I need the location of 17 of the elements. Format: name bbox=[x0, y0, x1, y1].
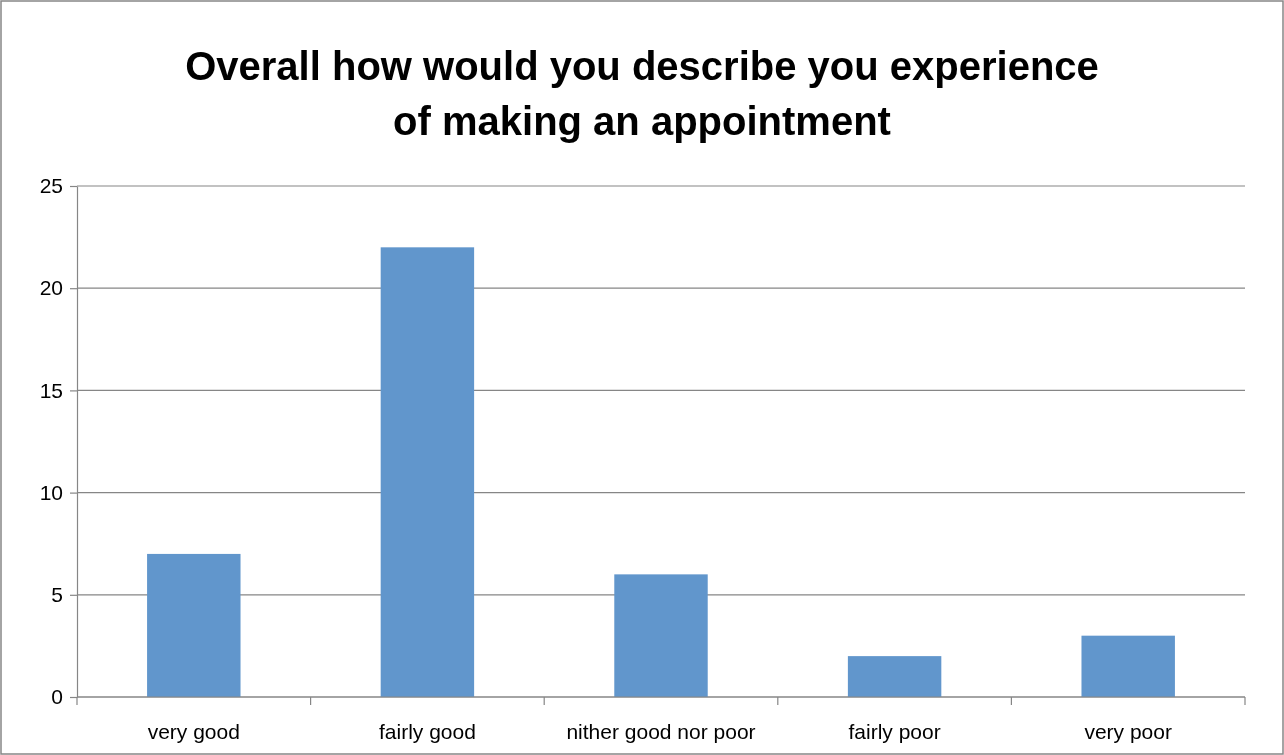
bar bbox=[380, 247, 475, 697]
x-tick-label: fairly poor bbox=[848, 720, 941, 743]
y-tick-label: 25 bbox=[39, 174, 63, 198]
x-tick-label: fairly good bbox=[378, 720, 476, 743]
x-tick-label: nither good nor poor bbox=[566, 720, 756, 743]
y-tick-label: 0 bbox=[51, 685, 63, 709]
bar bbox=[847, 656, 942, 697]
y-tick-label: 20 bbox=[39, 276, 63, 300]
x-tick-label: very good bbox=[147, 720, 240, 743]
bar bbox=[1081, 635, 1175, 697]
bar bbox=[147, 553, 241, 697]
y-tick-label: 10 bbox=[39, 480, 63, 504]
y-tick-label: 15 bbox=[39, 378, 63, 402]
bar bbox=[614, 574, 708, 697]
chart-title: Overall how would you describe you experience of making an appointment bbox=[185, 44, 1099, 143]
x-tick-label: very poor bbox=[1084, 720, 1172, 743]
y-tick-label: 5 bbox=[51, 583, 63, 607]
